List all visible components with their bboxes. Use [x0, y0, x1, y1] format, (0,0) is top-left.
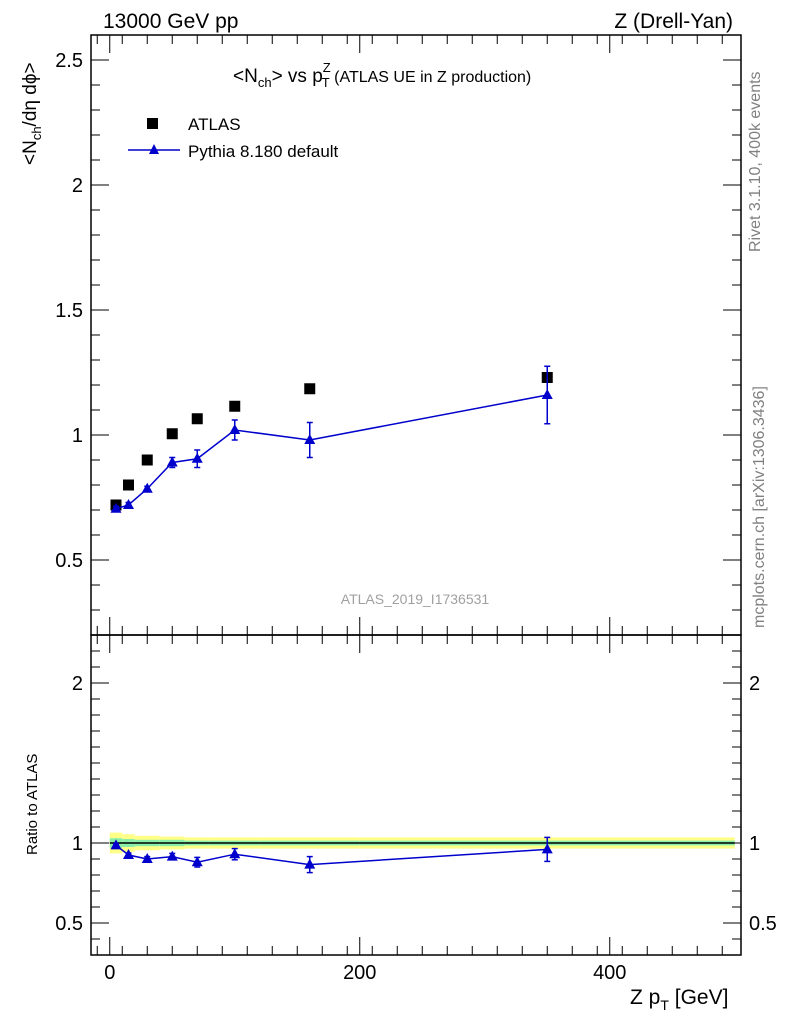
- ratio-ytick-label-right: 1: [749, 833, 760, 855]
- legend-atlas-marker: [147, 118, 158, 129]
- atlas-point: [304, 383, 316, 395]
- pythia-ratio-point: [123, 849, 134, 859]
- main-ytick-label: 0.5: [55, 550, 83, 572]
- pythia-ratio-point: [110, 839, 122, 850]
- atlas-point: [191, 413, 203, 425]
- xtick-label: 200: [343, 962, 376, 984]
- pythia-ratio-point: [229, 848, 241, 859]
- x-axis-label: Z pT [GeV]: [630, 986, 728, 1013]
- ratio-ytick-label: 0.5: [55, 913, 83, 935]
- pythia-ratio-point: [304, 858, 316, 869]
- pythia-ratio-point: [191, 856, 203, 867]
- legend-pythia-marker: [149, 144, 159, 154]
- process-label: Z (Drell-Yan): [614, 10, 733, 33]
- pythia-point: [141, 482, 153, 493]
- xtick-label: 400: [593, 962, 626, 984]
- pythia-ratio-point: [141, 853, 153, 863]
- pythia-ratio-point: [541, 843, 553, 854]
- main-panel: 0.5 1 1.5 2 2.5: [55, 35, 741, 635]
- pythia-point: [304, 434, 316, 444]
- y-axis-label-main: <Nch/dη dϕ>: [20, 62, 44, 165]
- pythia-line: [115, 394, 548, 510]
- atlas-point: [166, 428, 178, 440]
- pythia-ratio-point: [166, 850, 178, 861]
- legend-atlas-label: ATLAS: [188, 115, 241, 134]
- xtick-label: 0: [104, 962, 115, 984]
- pythia-point: [541, 389, 553, 399]
- pythia-point: [110, 502, 122, 513]
- pythia-point: [123, 499, 134, 509]
- ratio-ytick-label: 2: [72, 673, 83, 695]
- ratio-ytick-label: 1: [72, 833, 83, 855]
- main-ytick-label: 1.5: [55, 300, 83, 322]
- main-ytick-label: 1: [72, 425, 83, 447]
- rivet-label: Rivet 3.1.10, 400k events: [747, 71, 764, 252]
- atlas-point: [229, 400, 241, 412]
- atlas-point: [141, 454, 153, 466]
- plot-title: <Nch> vs pZ T (ATLAS UE in Z production): [233, 60, 531, 90]
- main-ytick-label: 2: [72, 175, 83, 197]
- atlas-point: [123, 479, 134, 491]
- ratio-ytick-label-right: 2: [749, 673, 760, 695]
- energy-label: 13000 GeV pp: [103, 10, 238, 33]
- ratio-panel: 0.5 0.5 1 1 2 2 0 200 400: [55, 635, 777, 984]
- ratio-panel-frame: [90, 634, 742, 956]
- main-ytick-label: 2.5: [55, 50, 83, 72]
- ratio-uncertainty-band: [109, 832, 735, 854]
- pythia-point: [229, 424, 241, 434]
- pythia-point: [166, 456, 178, 467]
- analysis-watermark: ATLAS_2019_I1736531: [341, 591, 490, 607]
- mcplots-label: mcplots.cern.ch [arXiv:1306.3436]: [751, 386, 768, 628]
- pythia-point: [191, 452, 203, 463]
- ratio-ytick-label-right: 0.5: [749, 913, 777, 935]
- y-axis-label-ratio: Ratio to ATLAS: [24, 754, 41, 855]
- legend-pythia-label: Pythia 8.180 default: [188, 142, 339, 161]
